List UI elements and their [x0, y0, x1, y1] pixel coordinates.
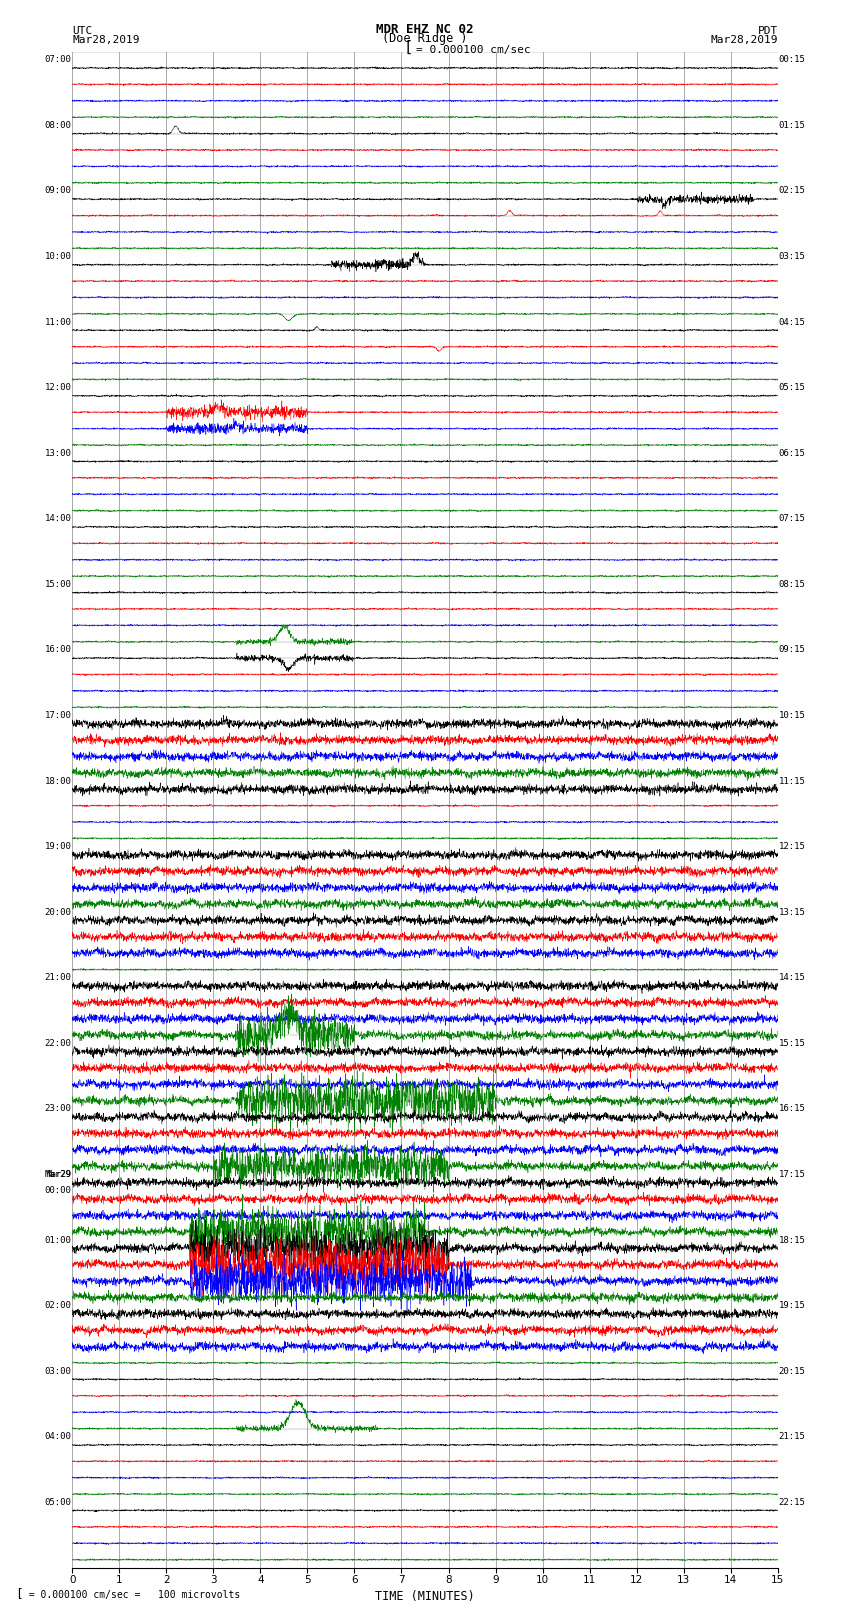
Text: 23:00: 23:00	[45, 1105, 71, 1113]
Text: 17:00: 17:00	[45, 711, 71, 719]
Text: 03:00: 03:00	[45, 1366, 71, 1376]
Text: 17:15: 17:15	[779, 1169, 805, 1179]
Text: Mar28,2019: Mar28,2019	[72, 35, 139, 45]
Text: 06:15: 06:15	[779, 448, 805, 458]
Text: 18:00: 18:00	[45, 776, 71, 786]
Text: 10:15: 10:15	[779, 711, 805, 719]
Text: 20:00: 20:00	[45, 908, 71, 916]
Text: [: [	[15, 1587, 23, 1600]
Text: 03:15: 03:15	[779, 252, 805, 261]
X-axis label: TIME (MINUTES): TIME (MINUTES)	[375, 1590, 475, 1603]
Text: 12:15: 12:15	[779, 842, 805, 852]
Text: Mar29: Mar29	[45, 1169, 71, 1179]
Text: UTC: UTC	[72, 26, 93, 37]
Text: 14:15: 14:15	[779, 973, 805, 982]
Text: 01:15: 01:15	[779, 121, 805, 131]
Text: 22:15: 22:15	[779, 1498, 805, 1507]
Text: MDR EHZ NC 02: MDR EHZ NC 02	[377, 23, 473, 37]
Text: 05:15: 05:15	[779, 384, 805, 392]
Text: 13:00: 13:00	[45, 448, 71, 458]
Text: 02:00: 02:00	[45, 1302, 71, 1310]
Text: 19:00: 19:00	[45, 842, 71, 852]
Text: 21:00: 21:00	[45, 973, 71, 982]
Text: 18:15: 18:15	[779, 1236, 805, 1245]
Text: Mar29: Mar29	[47, 1169, 71, 1179]
Text: 10:00: 10:00	[45, 252, 71, 261]
Text: 09:15: 09:15	[779, 645, 805, 655]
Text: 16:15: 16:15	[779, 1105, 805, 1113]
Text: 22:00: 22:00	[45, 1039, 71, 1048]
Text: 07:15: 07:15	[779, 515, 805, 523]
Text: 01:00: 01:00	[45, 1236, 71, 1245]
Text: 02:15: 02:15	[779, 187, 805, 195]
Text: 08:15: 08:15	[779, 579, 805, 589]
Text: 04:15: 04:15	[779, 318, 805, 326]
Text: 12:00: 12:00	[45, 384, 71, 392]
Text: 16:00: 16:00	[45, 645, 71, 655]
Text: 05:00: 05:00	[45, 1498, 71, 1507]
Text: 15:00: 15:00	[45, 579, 71, 589]
Text: 19:15: 19:15	[779, 1302, 805, 1310]
Text: 21:15: 21:15	[779, 1432, 805, 1440]
Text: 13:15: 13:15	[779, 908, 805, 916]
Text: 14:00: 14:00	[45, 515, 71, 523]
Text: 00:15: 00:15	[779, 55, 805, 65]
Text: Mar28,2019: Mar28,2019	[711, 35, 778, 45]
Text: 15:15: 15:15	[779, 1039, 805, 1048]
Text: 07:00: 07:00	[45, 55, 71, 65]
Text: = 0.000100 cm/sec: = 0.000100 cm/sec	[416, 45, 531, 55]
Text: [: [	[403, 40, 412, 55]
Text: 09:00: 09:00	[45, 187, 71, 195]
Text: 11:00: 11:00	[45, 318, 71, 326]
Text: 20:15: 20:15	[779, 1366, 805, 1376]
Text: (Doe Ridge ): (Doe Ridge )	[382, 32, 468, 45]
Text: = 0.000100 cm/sec =   100 microvolts: = 0.000100 cm/sec = 100 microvolts	[17, 1590, 241, 1600]
Text: 00:00: 00:00	[45, 1186, 71, 1195]
Text: PDT: PDT	[757, 26, 778, 37]
Text: 08:00: 08:00	[45, 121, 71, 131]
Text: 11:15: 11:15	[779, 776, 805, 786]
Text: 04:00: 04:00	[45, 1432, 71, 1440]
